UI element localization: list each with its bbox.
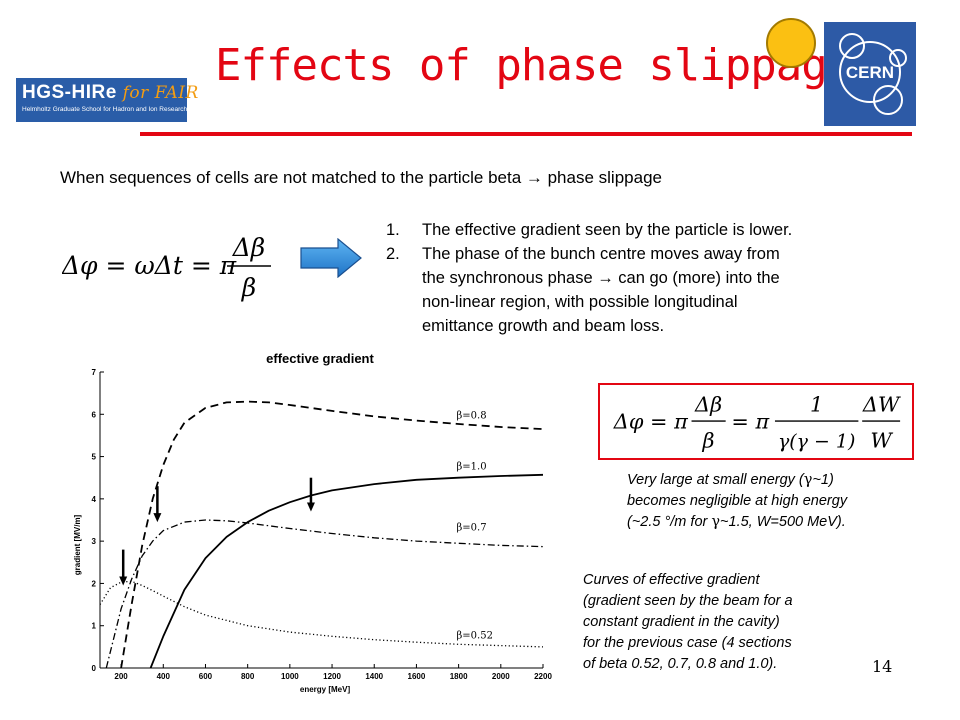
plot-x-tick-label: 2000 bbox=[492, 672, 510, 681]
equation-2-frac3-num: ΔW bbox=[862, 393, 901, 417]
caption-line: constant gradient in the cavity) bbox=[583, 614, 780, 630]
list-item-number: 1. bbox=[386, 221, 400, 239]
energy-note-text: ~1.5, W=500 MeV). bbox=[720, 514, 846, 530]
plot-x-tick-label: 1000 bbox=[281, 672, 299, 681]
plot-x-tick-label: 2200 bbox=[534, 672, 552, 681]
list-item: 1. The effective gradient seen by the pa… bbox=[386, 218, 792, 242]
gamma-symbol: γ bbox=[711, 514, 721, 530]
plot-y-tick-label: 6 bbox=[92, 410, 97, 419]
equation-2-frac3-den: W bbox=[870, 429, 893, 453]
equation-2-frac1-den: β bbox=[702, 429, 715, 453]
plot-series-label: β=0.7 bbox=[457, 523, 487, 534]
caption-line: Curves of effective gradient bbox=[583, 572, 760, 588]
equation-1-lhs: Δφ = ωΔt = π bbox=[62, 251, 237, 280]
cern-logo: CERN bbox=[824, 22, 916, 126]
equation-1-numerator: Δβ bbox=[232, 233, 266, 262]
plot-series-label: β=1.0 bbox=[457, 461, 487, 472]
list-item-text: non-linear region, with possible longitu… bbox=[422, 293, 738, 311]
energy-note-text: becomes negligible at high energy bbox=[627, 493, 848, 509]
plot-arrows bbox=[119, 477, 315, 586]
equation-2-part-b: = π bbox=[731, 410, 769, 434]
yellow-circle-icon bbox=[766, 18, 816, 68]
plot-x-tick-label: 800 bbox=[241, 672, 255, 681]
plot-y-tick-label: 7 bbox=[92, 368, 97, 377]
list-item: 2. The phase of the bunch centre moves a… bbox=[386, 242, 792, 338]
plot-y-tick-label: 0 bbox=[92, 664, 97, 673]
hgs-logo-main-text: HGS-HIRe bbox=[22, 82, 117, 103]
plot-x-tick-label: 400 bbox=[157, 672, 171, 681]
curves-caption: Curves of effective gradient (gradient s… bbox=[583, 570, 793, 675]
plot-x-tick-label: 600 bbox=[199, 672, 213, 681]
plot-y-tick-label: 3 bbox=[92, 537, 97, 546]
energy-note-text: Very large at small energy ( bbox=[627, 472, 804, 488]
page-number: 14 bbox=[872, 657, 893, 676]
plot-x-tick-label: 1800 bbox=[450, 672, 468, 681]
plot-series-label: β=0.52 bbox=[457, 630, 493, 641]
plot-x-tick-label: 200 bbox=[114, 672, 128, 681]
plot-x-tick-label: 1200 bbox=[323, 672, 341, 681]
energy-note-text: (~2.5 °/m for bbox=[627, 514, 712, 530]
plot-y-tick-label: 4 bbox=[92, 495, 97, 504]
energy-note-text: ~1) bbox=[812, 472, 834, 488]
hgs-logo-fair-text: for FAIR bbox=[122, 83, 199, 103]
list-item-text: the synchronous phase → can go (more) in… bbox=[422, 269, 780, 287]
plot-x-tick-label: 1400 bbox=[365, 672, 383, 681]
equation-2-part-a: Δφ = π bbox=[613, 410, 688, 434]
list-item-text: The effective gradient seen by the parti… bbox=[422, 221, 793, 239]
caption-line: (gradient seen by the beam for a bbox=[583, 593, 793, 609]
caption-line: of beta 0.52, 0.7, 0.8 and 1.0). bbox=[583, 656, 778, 672]
hgs-logo-subtitle: Helmholtz Graduate School for Hadron and… bbox=[22, 106, 188, 113]
list-item-number: 2. bbox=[386, 245, 400, 263]
plot-y-tick-label: 5 bbox=[92, 453, 97, 462]
equation-1-denominator: β bbox=[241, 273, 256, 302]
gamma-symbol: γ bbox=[803, 472, 813, 488]
plot-arrow-head bbox=[306, 502, 315, 512]
consequence-list: 1. The effective gradient seen by the pa… bbox=[386, 218, 792, 338]
plot-x-axis-label: energy [MeV] bbox=[300, 685, 351, 694]
plot-series-line-2 bbox=[105, 519, 544, 669]
effective-gradient-plot: 0 1 2 3 4 5 6 7 200 400 600 800 1000 1200 1400 1600 1800… bbox=[73, 351, 552, 694]
energy-note: Very large at small energy (γ~1) becomes… bbox=[627, 470, 847, 533]
plot-arrow-head bbox=[119, 576, 128, 586]
equation-2-frac2-den: γ(γ − 1) bbox=[778, 431, 855, 453]
caption-line: for the previous case (4 sections bbox=[583, 635, 792, 651]
plot-series-line-1 bbox=[149, 473, 544, 669]
title-underline bbox=[140, 132, 912, 136]
right-arrow-icon bbox=[300, 238, 362, 278]
plot-y-tick-label: 2 bbox=[92, 579, 97, 588]
equation-2-frac1-num: Δβ bbox=[694, 393, 722, 417]
cern-logo-text: CERN bbox=[846, 63, 894, 82]
slide-title: Effects of phase slippage bbox=[215, 40, 853, 91]
phase-slip-energy-equation: Δφ = π Δβ β = π 1 γ(γ − 1) ΔW W bbox=[598, 383, 914, 460]
plot-arrow-head bbox=[153, 513, 162, 523]
plot-series-label: β=0.8 bbox=[457, 411, 487, 422]
equation-2-frac2-num: 1 bbox=[810, 393, 823, 417]
plot-series-line-0 bbox=[120, 400, 544, 669]
plot-series bbox=[99, 400, 544, 669]
plot-x-tick-label: 1600 bbox=[408, 672, 426, 681]
phase-slip-equation: Δφ = ωΔt = π Δβ β bbox=[62, 233, 271, 302]
plot-title: effective gradient bbox=[266, 351, 374, 366]
intro-text: When sequences of cells are not matched … bbox=[60, 168, 662, 187]
hgs-hire-logo: HGS-HIRe for FAIR Helmholtz Graduate Sch… bbox=[16, 78, 198, 122]
plot-y-tick-label: 1 bbox=[92, 622, 97, 631]
list-item-text: emittance growth and beam loss. bbox=[422, 317, 665, 335]
plot-labels: β=0.8 β=1.0 β=0.7 β=0.52 bbox=[457, 411, 493, 642]
plot-y-axis-label: gradient [MV/m] bbox=[73, 514, 82, 575]
list-item-text: The phase of the bunch centre moves away… bbox=[422, 245, 780, 263]
